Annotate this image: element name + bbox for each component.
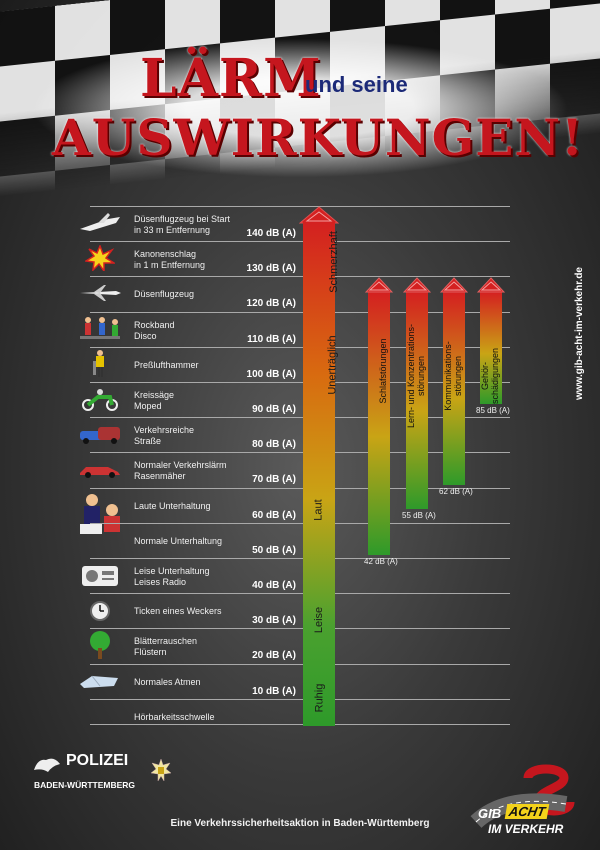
noise-source-label: Düsenflugzeug bei Start in 33 m Entfernun… [134,214,231,235]
noise-source-label: Kanonenschlag in 1 m Entfernung [134,249,206,271]
zone-unertraeglich: Unerträglich [326,335,339,395]
db-value: 50 dB (A) [252,544,296,556]
db-value: 130 dB (A) [246,263,296,275]
police-lion-icon [34,758,60,772]
effect-arrow [365,277,393,293]
scale-rule [90,724,510,725]
website-url[interactable]: www.gib-acht-im-verkehr.de [574,267,585,400]
scale-rule [90,417,510,419]
moped-icon [78,386,122,412]
scale-rule [90,452,510,454]
effect-label: Lern- und Konzentrations-störungen [406,323,426,429]
zone-laut: Laut [312,499,325,521]
jackhammer-icon [78,349,122,377]
traffic-icon [78,421,122,447]
noise-source-label: Leise Unterhaltung Leises Radio [134,566,210,587]
scale-rule [90,311,510,313]
scale-rule [90,522,510,524]
police-logo: POLIZEI BADEN-WÜRTTEMBERG [32,752,172,792]
breathing-icon [78,668,122,694]
noise-source-label: Hörbarkeitsschwelle [134,711,215,722]
db-value: 90 dB (A) [252,404,296,415]
noise-source-label: Kreissäge Moped [134,390,175,411]
db-value: 80 dB (A) [252,439,296,451]
jet-icon [78,280,122,306]
effect-threshold-value: 42 dB (A) [364,556,398,566]
effect-bar [406,292,428,510]
effect-arrow [440,277,468,293]
main-noise-bar [303,222,335,726]
footer-text: Eine Verkehrssicherheitsaktion in Baden-… [170,818,430,829]
effect-label: Schlafstörungen [378,338,388,404]
zone-schmerzhaft: Schmerzhaft [327,231,340,293]
gib-acht-logo: GIB ACHT IM VERKEHR [466,764,576,838]
effect-label: Gehör-schädigungen [480,347,500,405]
noise-source-label: Normaler Verkehrslärm Rasenmäher [134,460,227,482]
zone-leise: Leise [312,606,325,634]
db-value: 100 dB (A) [246,368,296,380]
title-und-seine: und seine [305,72,408,97]
noise-source-label: Blätterrauschen Flüstern [134,636,198,658]
scale-rule [90,346,510,348]
car-icon [78,456,122,482]
explosion-icon [78,245,122,272]
scale-rule [90,382,510,383]
effect-bar [443,292,465,485]
noise-source-label: Rockband Disco [134,319,175,341]
effect-arrow [403,277,431,293]
gib-acht-verkehr: IM VERKEHR [488,822,564,836]
effect-threshold-value: 62 dB (A) [439,486,473,496]
db-value: 20 dB (A) [252,650,296,662]
effect-threshold-value: 85 dB (A) [476,405,510,415]
scale-rule [90,698,510,700]
zone-ruhig: Ruhig [313,683,325,713]
jet-start-icon [78,210,122,236]
db-value: 140 dB (A) [246,228,296,239]
scale-rule [90,593,510,595]
noise-source-label: Normales Atmen [134,676,201,687]
gib-acht-acht: ACHT [504,804,550,819]
noise-source-label: Düsenflugzeug [134,289,195,300]
noise-source-label: Laute Unterhaltung [134,500,211,511]
db-value: 60 dB (A) [252,509,296,521]
conversation-icon [78,492,128,538]
noise-source-label: Ticken eines Weckers [134,606,222,617]
scale-rule [90,206,510,207]
db-value: 120 dB (A) [246,298,296,310]
police-star-icon [150,758,172,782]
scale-rule [90,241,510,243]
scale-rule [90,628,510,630]
police-region: BADEN-WÜRTTEMBERG [34,780,136,790]
alarm-clock-icon [78,597,122,623]
db-value: 40 dB (A) [252,580,296,591]
effect-arrow [477,277,505,293]
police-name: POLIZEI [66,752,129,769]
title-glow [30,38,570,178]
scale-rule [90,558,510,559]
tree-icon [78,631,122,660]
scale-rule [90,487,510,489]
rockband-icon [78,316,122,342]
scale-rule [90,276,510,278]
effect-bar [368,292,390,555]
db-value: 110 dB (A) [247,333,296,345]
noise-source-label: Normale Unterhaltung [134,535,223,546]
noise-source-label: Preßlufthammer [134,359,199,370]
gib-acht-gib: GIB [478,806,502,821]
title-laerm: LÄRM [140,48,322,109]
effect-bar [480,292,502,404]
title-auswirkungen: AUSWIRKUNGEN! [52,108,585,167]
db-value: 30 dB (A) [252,615,296,627]
noise-source-label: Verkehrsreiche Straße [134,425,195,447]
gib-acht-8-icon [470,764,575,829]
effect-label: Kommunikations-störungen [443,341,463,411]
db-value: 10 dB (A) [252,685,296,697]
db-value: 70 dB (A) [252,474,296,486]
effect-threshold-value: 55 dB (A) [402,511,436,521]
scale-rule [90,663,510,665]
radio-icon [78,562,122,588]
